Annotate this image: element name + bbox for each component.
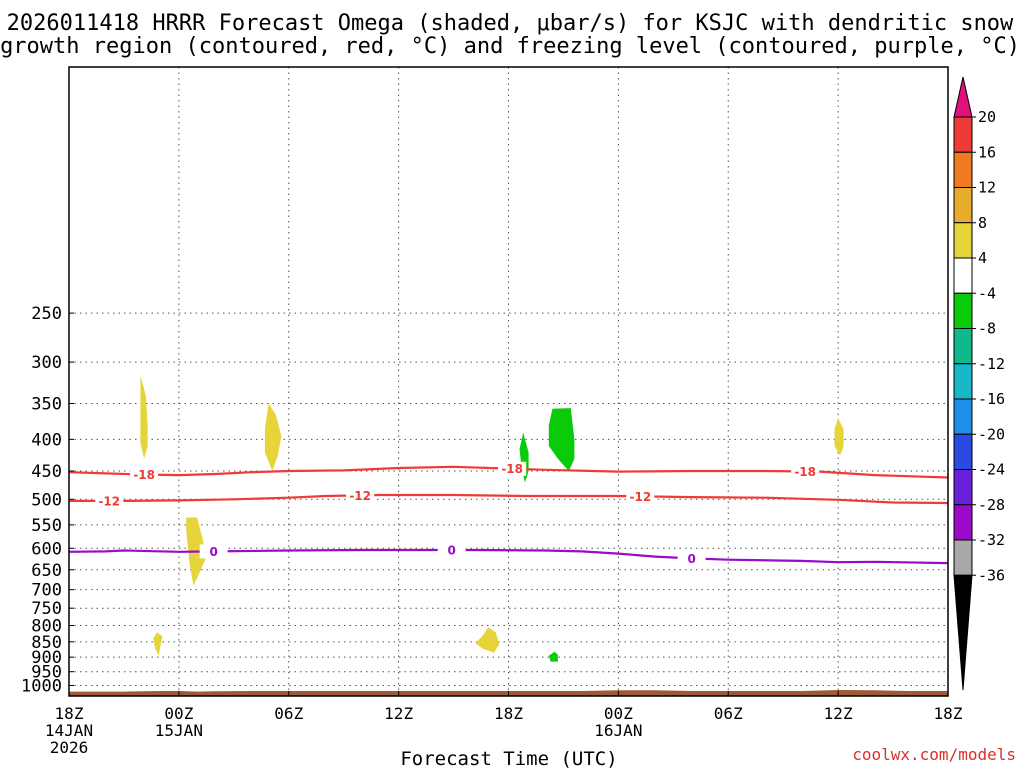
omega-region bbox=[475, 627, 500, 653]
contour-label-bg bbox=[437, 543, 466, 558]
contour-label: 0 bbox=[209, 545, 217, 559]
chart-title-line-1: 2026011418 HRRR Forecast Omega (shaded, … bbox=[7, 11, 1014, 36]
colorbar: 20 16 12 8 4 -4 -8 -12 -16 -20 -24 -28 -32 -36 bbox=[953, 76, 1005, 691]
colorbar-band bbox=[953, 257, 973, 294]
contour-label: -12 bbox=[98, 494, 120, 508]
colorbar-band bbox=[953, 398, 973, 435]
y-tick-label: 900 bbox=[31, 648, 62, 668]
colorbar-label: 12 bbox=[978, 179, 996, 197]
x-tick-label: 06Z bbox=[274, 704, 303, 723]
contour-line bbox=[68, 548, 949, 565]
y-tick-label: 300 bbox=[31, 353, 62, 373]
y-tick-label: 250 bbox=[31, 304, 62, 324]
colorbar-bottom-arrow bbox=[953, 574, 973, 691]
colorbar-band bbox=[953, 187, 973, 224]
colorbar-band bbox=[953, 328, 973, 365]
contour-line bbox=[69, 493, 949, 505]
x-tick-label: 12Z bbox=[384, 704, 413, 723]
colorbar-top-arrow bbox=[953, 76, 973, 118]
y-tick-label: 1000 bbox=[21, 676, 62, 696]
y-tick-label: 850 bbox=[31, 633, 62, 653]
y-tick-label: 750 bbox=[31, 599, 62, 619]
colorbar-label: -28 bbox=[978, 496, 1005, 514]
x-tick-date: 15JAN bbox=[155, 721, 203, 740]
y-tick-label: 800 bbox=[31, 617, 62, 637]
colorbar-band bbox=[953, 469, 973, 506]
colorbar-band bbox=[953, 433, 973, 470]
colorbar-label: -36 bbox=[978, 566, 1005, 584]
contour-label: -12 bbox=[349, 489, 371, 503]
y-tick-label: 450 bbox=[31, 462, 62, 482]
colorbar-label: -4 bbox=[978, 284, 996, 302]
colorbar-label: 16 bbox=[978, 143, 996, 161]
credit-text: coolwx.com/models bbox=[852, 745, 1016, 764]
contour-label-bg bbox=[130, 467, 159, 482]
x-tick-year: 2026 bbox=[50, 738, 89, 757]
colorbar-label: -8 bbox=[978, 320, 996, 338]
y-tick-label: 700 bbox=[31, 581, 62, 601]
omega-region bbox=[548, 651, 558, 662]
y-tick-label: 600 bbox=[31, 539, 62, 559]
y-tick-label: 500 bbox=[31, 490, 62, 510]
y-tick-label: 350 bbox=[31, 394, 62, 414]
contour-label-bg bbox=[677, 551, 706, 566]
colorbar-band bbox=[953, 222, 973, 259]
y-tick-label: 550 bbox=[31, 516, 62, 536]
colorbar-band bbox=[953, 151, 973, 188]
x-tick-label: 18Z bbox=[494, 704, 523, 723]
contour-label-bg bbox=[498, 461, 527, 476]
colorbar-label: -12 bbox=[978, 355, 1005, 373]
y-tick-label: 400 bbox=[31, 430, 62, 450]
colorbar-band bbox=[953, 539, 973, 576]
colorbar-label: 8 bbox=[978, 214, 987, 232]
x-tick-label: 00Z bbox=[604, 704, 633, 723]
x-tick-label: 18Z bbox=[55, 704, 84, 723]
x-tick-label: 06Z bbox=[714, 704, 743, 723]
contour-label-bg bbox=[95, 493, 124, 508]
contour-label: 0 bbox=[687, 552, 695, 566]
contour-label: -12 bbox=[630, 490, 652, 504]
x-tick-date: 14JAN bbox=[45, 721, 93, 740]
colorbar-label: -24 bbox=[978, 461, 1005, 479]
contour-label: -18 bbox=[133, 468, 155, 482]
x-tick-label: 18Z bbox=[934, 704, 963, 723]
omega-region bbox=[548, 408, 575, 471]
colorbar-band bbox=[953, 116, 973, 153]
omega-region bbox=[834, 418, 844, 456]
y-tick-label: 650 bbox=[31, 561, 62, 581]
colorbar-label: -16 bbox=[978, 390, 1005, 408]
y-tick-label: 950 bbox=[31, 663, 62, 683]
chart-title-line-2: growth region (contoured, red, °C) and f… bbox=[0, 34, 1020, 59]
plot-area: -18 -18 -18 -12 -12 -12 0 0 0 250 300 350 400 450 500 5… bbox=[21, 67, 963, 757]
contour-label-bg bbox=[199, 544, 228, 559]
colorbar-band bbox=[953, 363, 973, 400]
contour-label: -18 bbox=[794, 465, 816, 479]
contour-line bbox=[68, 465, 949, 479]
contour-label: 0 bbox=[448, 544, 456, 558]
contour-label: -18 bbox=[501, 462, 523, 476]
omega-region bbox=[153, 632, 163, 656]
colorbar-label: -20 bbox=[978, 425, 1005, 443]
omega-region bbox=[264, 403, 282, 471]
plot-frame bbox=[68, 66, 949, 697]
colorbar-label: 20 bbox=[978, 108, 996, 126]
omega-region bbox=[140, 375, 148, 459]
x-axis-label: Forecast Time (UTC) bbox=[400, 748, 617, 768]
x-tick-label: 12Z bbox=[824, 704, 853, 723]
x-tick-label: 00Z bbox=[164, 704, 193, 723]
x-tick-date: 16JAN bbox=[594, 721, 642, 740]
contour-label-bg bbox=[791, 464, 820, 479]
colorbar-band bbox=[953, 292, 973, 329]
colorbar-label: -32 bbox=[978, 531, 1005, 549]
colorbar-band bbox=[953, 504, 973, 541]
contour-label-bg bbox=[626, 489, 655, 504]
colorbar-label: 4 bbox=[978, 249, 987, 267]
contour-label-bg bbox=[346, 488, 375, 503]
